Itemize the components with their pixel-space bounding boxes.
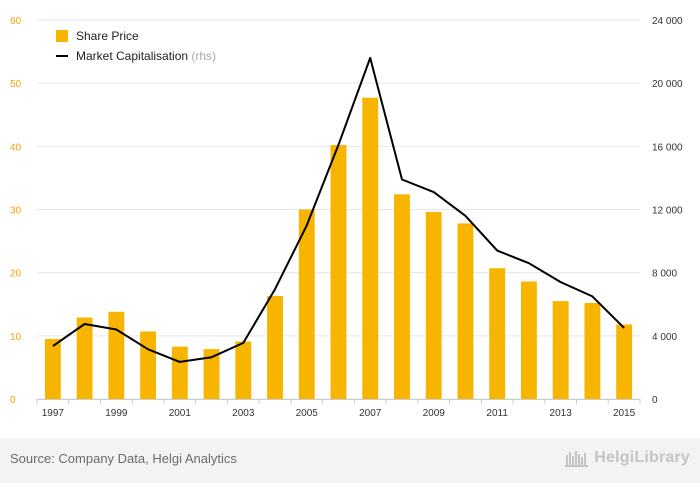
- share-price-bar: [76, 317, 93, 399]
- left-axis-tick-label: 60: [10, 16, 22, 27]
- market-cap-line: [52, 56, 625, 363]
- source-note: Source: Company Data, Helgi Analytics: [10, 451, 237, 466]
- market-cap-line-group: [52, 56, 625, 363]
- left-axis-tick-label: 20: [10, 269, 22, 280]
- x-axis-tick-label: 2001: [169, 408, 192, 419]
- share-price-bar: [203, 349, 220, 399]
- legend-swatch-share-price: [56, 30, 68, 42]
- right-axis-tick-label: 16 000: [652, 142, 683, 153]
- left-axis-tick-label: 50: [10, 79, 22, 90]
- x-axis-tick-label: 1997: [42, 408, 65, 419]
- share-price-bar: [552, 301, 569, 399]
- share-price-bar: [520, 281, 537, 399]
- x-axis-tick-label: 2007: [359, 408, 382, 419]
- right-axis-tick-label: 0: [652, 395, 658, 406]
- share-price-bar: [457, 223, 474, 399]
- share-price-bar: [235, 341, 252, 399]
- x-axis-tick-label: 2003: [232, 408, 255, 419]
- legend-label-market-cap: Market Capitalisation (rhs): [76, 49, 216, 63]
- right-axis-tick-label: 8 000: [652, 269, 677, 280]
- x-axis-tick-label: 2015: [613, 408, 636, 419]
- legend: Share Price Market Capitalisation (rhs): [56, 29, 216, 63]
- right-axis-tick-label: 4 000: [652, 332, 677, 343]
- brand-name: HelgiLibrary: [594, 449, 690, 466]
- left-axis-tick-label: 30: [10, 206, 22, 217]
- share-price-bar: [584, 302, 601, 399]
- right-axis-tick-label: 12 000: [652, 206, 683, 217]
- x-axis-tick-label: 2011: [486, 408, 508, 419]
- left-axis-tick-label: 0: [10, 395, 16, 406]
- share-price-bar: [298, 209, 315, 399]
- share-price-bar: [171, 346, 188, 399]
- left-axis-tick-label: 40: [10, 142, 22, 153]
- footer: Source: Company Data, Helgi Analytics He…: [0, 438, 700, 483]
- share-price-bar: [108, 311, 125, 399]
- x-axis-tick-label: 2013: [550, 408, 573, 419]
- share-price-bar: [140, 331, 157, 399]
- x-axis-tick-label: 2005: [296, 408, 319, 419]
- share-price-bar: [362, 97, 379, 399]
- library-icon: [565, 451, 589, 467]
- share-price-bar: [616, 324, 633, 399]
- legend-label-share-price: Share Price: [76, 29, 139, 43]
- x-axis-tick-label: 2009: [423, 408, 446, 419]
- axes: 0 0 10 4 000 20 8 000 30 12 000 40 16 000 50 20 000…: [10, 16, 683, 419]
- right-axis-tick-label: 24 000: [652, 16, 683, 27]
- x-axis-tick-label: 1999: [105, 408, 128, 419]
- share-price-bar: [425, 212, 442, 399]
- share-price-bar: [489, 268, 506, 399]
- share-price-bars: [44, 97, 633, 399]
- share-price-bar: [44, 338, 61, 399]
- share-price-bar: [267, 296, 283, 399]
- right-axis-tick-label: 20 000: [652, 79, 683, 90]
- brand-logo: HelgiLibrary: [565, 449, 690, 467]
- share-price-bar: [330, 145, 347, 399]
- legend-rhs-suffix: (rhs): [191, 49, 216, 63]
- left-axis-tick-label: 10: [10, 332, 22, 343]
- chart-svg: 0 0 10 4 000 20 8 000 30 12 000 40 16 000 50 20 000…: [10, 16, 683, 419]
- share-price-bar: [394, 194, 410, 399]
